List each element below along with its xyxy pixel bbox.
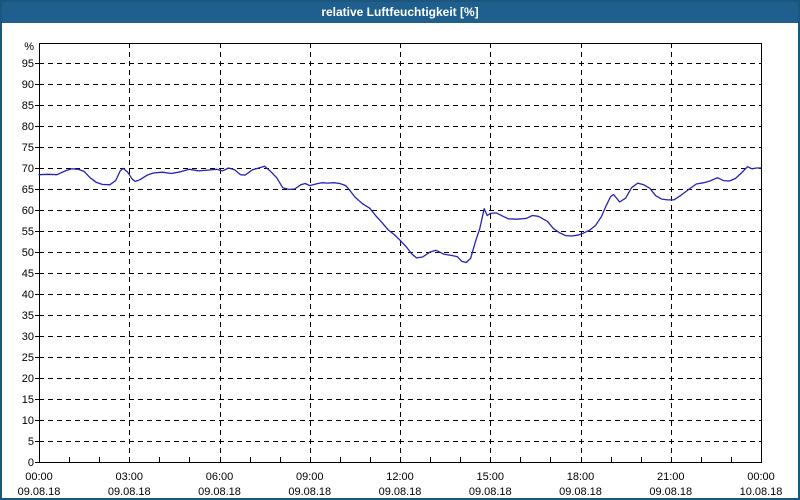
y-tick-label: 95 — [22, 58, 34, 70]
y-tick-label: 40 — [22, 289, 34, 301]
x-date-label: 09.08.18 — [469, 486, 512, 498]
x-date-label: 09.08.18 — [649, 486, 692, 498]
y-tick-label: 0 — [28, 457, 34, 469]
y-tick-label: 60 — [22, 205, 34, 217]
title-bar: relative Luftfeuchtigkeit [%] — [2, 2, 798, 23]
x-time-label: 06:00 — [206, 471, 234, 483]
y-tick-label: 15 — [22, 394, 34, 406]
y-tick-label: 70 — [22, 163, 34, 175]
x-time-label: 03:00 — [115, 471, 143, 483]
y-tick-label: 35 — [22, 310, 34, 322]
x-date-label: 09.08.18 — [108, 486, 151, 498]
x-date-label: 09.08.18 — [18, 486, 61, 498]
x-time-label: 21:00 — [657, 471, 685, 483]
y-tick-label: 80 — [22, 121, 34, 133]
x-date-label: 09.08.18 — [559, 486, 602, 498]
y-tick-label: 75 — [22, 142, 34, 154]
y-tick-label: 55 — [22, 226, 34, 238]
y-tick-label: 30 — [22, 331, 34, 343]
window-title: relative Luftfeuchtigkeit [%] — [321, 5, 479, 19]
y-axis-labels: 0 5 10 15 20 25 30 35 40 45 50 55 60 65 70 75 80 85 90 95% — [22, 41, 34, 469]
data-line — [38, 165, 762, 264]
y-tick-label: 20 — [22, 373, 34, 385]
y-tick-label: 25 — [22, 352, 34, 364]
y-tick-label: 5 — [28, 436, 34, 448]
y-tick-label: 65 — [22, 184, 34, 196]
chart-container: 0 5 10 15 20 25 30 35 40 45 50 55 60 65 70 75 80 85 90 95% 0… — [2, 23, 798, 498]
x-date-label: 10.08.18 — [740, 486, 783, 498]
x-time-label: 00:00 — [25, 471, 53, 483]
axis-ticks — [35, 63, 762, 463]
x-time-label: 12:00 — [386, 471, 414, 483]
y-unit-label: % — [24, 41, 34, 53]
y-tick-label: 45 — [22, 268, 34, 280]
x-time-label: 09:00 — [296, 471, 324, 483]
y-tick-label: 85 — [22, 100, 34, 112]
y-tick-label: 90 — [22, 79, 34, 91]
plot-border — [39, 43, 762, 463]
x-axis-labels: 00:00 09.08.18 03:00 09.08.18 06:00 09.08.18 0… — [18, 471, 783, 498]
x-time-label: 00:00 — [747, 471, 775, 483]
gridlines — [39, 43, 761, 462]
x-date-label: 09.08.18 — [288, 486, 331, 498]
y-tick-label: 50 — [22, 247, 34, 259]
humidity-line-chart: 05101520253035404550556065707580859095%0… — [18, 41, 783, 498]
x-date-label: 09.08.18 — [198, 486, 241, 498]
x-date-label: 09.08.18 — [379, 486, 422, 498]
x-time-label: 15:00 — [476, 471, 504, 483]
y-tick-label: 10 — [22, 415, 34, 427]
x-time-label: 18:00 — [567, 471, 595, 483]
